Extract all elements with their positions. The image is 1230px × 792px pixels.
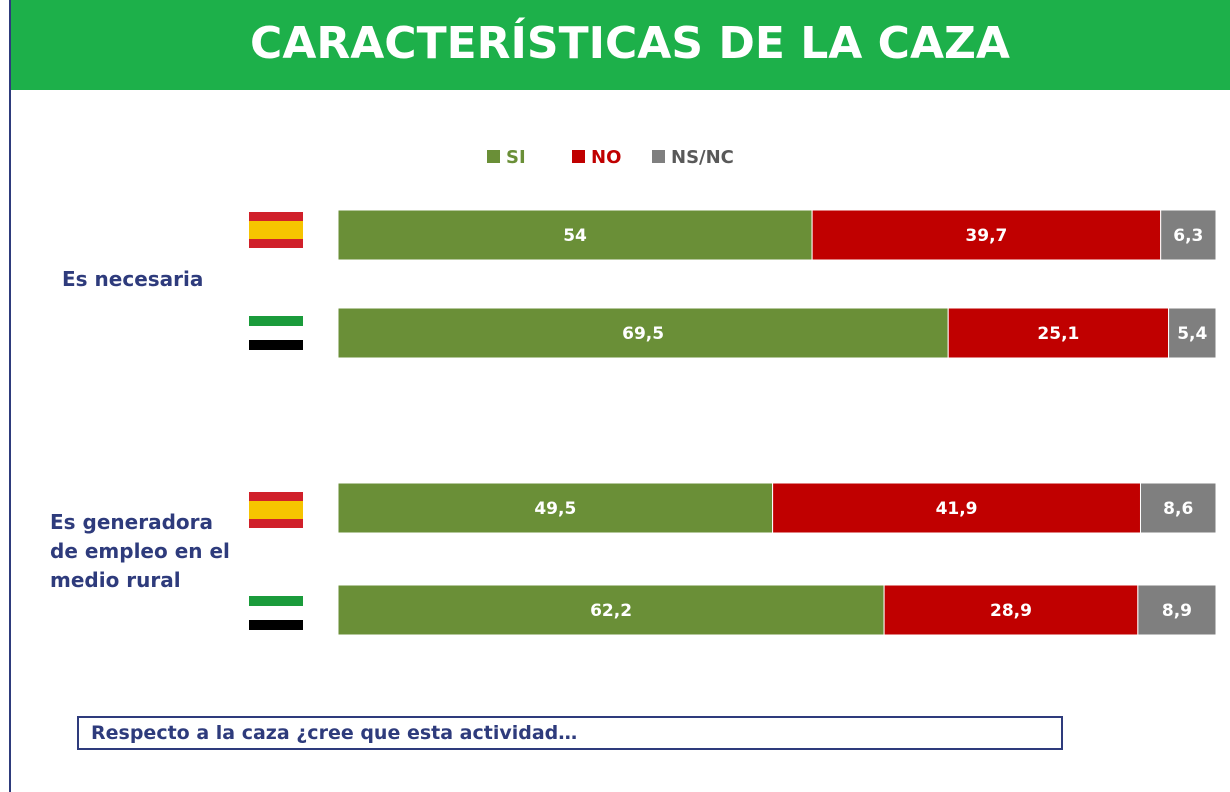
- flag-ex: [249, 596, 303, 630]
- bar-segment: [1137, 584, 1217, 636]
- bar-segment: [337, 209, 813, 261]
- data-label: 8,9: [1162, 601, 1192, 621]
- data-label: 49,5: [534, 499, 576, 519]
- data-label: 25,1: [1037, 324, 1079, 344]
- data-label: 69,5: [622, 324, 664, 344]
- legend-swatch: [572, 150, 585, 163]
- bar-segment: [883, 584, 1139, 636]
- footnote: Respecto a la caza ¿cree que esta activi…: [77, 716, 1063, 750]
- data-label: 5,4: [1177, 324, 1207, 344]
- data-label: 41,9: [936, 499, 978, 519]
- data-label: 39,7: [965, 226, 1007, 246]
- bar-segment: [1160, 209, 1217, 261]
- data-label: 6,3: [1173, 226, 1203, 246]
- flag-es: [249, 492, 303, 528]
- legend-label: NO: [591, 147, 621, 168]
- legend-label: SI: [506, 147, 526, 168]
- flag-ex: [249, 316, 303, 350]
- legend-swatch: [652, 150, 665, 163]
- bar-segment: [1139, 482, 1217, 534]
- title-band: [10, 0, 1230, 90]
- data-label: 28,9: [990, 601, 1032, 621]
- bar-segment: [337, 584, 885, 636]
- data-label: 8,6: [1163, 499, 1193, 519]
- flag-es: [249, 212, 303, 248]
- legend-swatch: [487, 150, 500, 163]
- group-label: Es generadora de empleo en el medio rura…: [50, 510, 230, 592]
- data-label: 54: [563, 226, 587, 246]
- bar-segment: [337, 307, 949, 359]
- legend-label: NS/NC: [671, 147, 734, 168]
- chart-title: CARACTERÍSTICAS DE LA CAZA: [250, 16, 1010, 69]
- group-label: Es necesaria: [62, 267, 204, 291]
- bar-segment: [947, 307, 1170, 359]
- bar-segment: [1168, 307, 1217, 359]
- data-label: 62,2: [590, 601, 632, 621]
- bar-segment: [811, 209, 1162, 261]
